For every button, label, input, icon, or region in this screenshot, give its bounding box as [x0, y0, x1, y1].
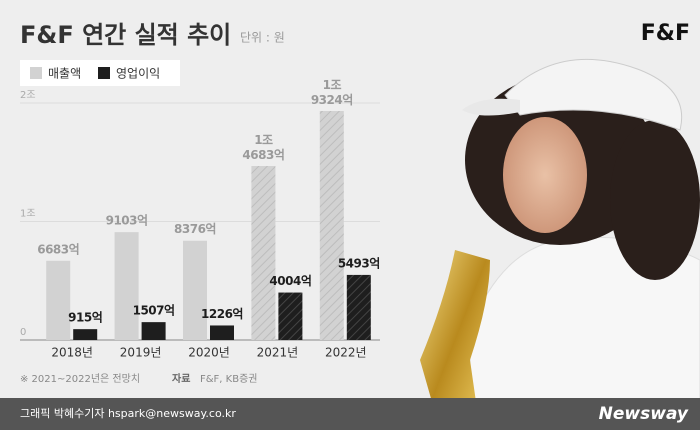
x-tick-label: 2020년	[188, 346, 230, 360]
subtitle: 단위 : 원	[240, 31, 285, 45]
bar	[251, 166, 276, 340]
value-label: 1조 4683억	[242, 133, 284, 162]
bar	[141, 322, 166, 340]
bar	[346, 274, 371, 340]
chart-title: F&F 연간 실적 추이	[20, 21, 231, 49]
value-label: 1226억	[201, 307, 243, 321]
logo: Newsway	[599, 404, 689, 424]
brand: F&F	[641, 21, 690, 46]
source-label: 자료	[172, 372, 190, 385]
legend-swatch	[30, 67, 42, 79]
source: F&F, KB증권	[200, 373, 257, 385]
value-label: 915억	[68, 311, 102, 325]
value-label: 1조 9324억	[311, 78, 353, 107]
bar	[73, 329, 98, 340]
x-tick-label: 2021년	[257, 346, 299, 360]
bar	[114, 232, 139, 340]
value-label: 4004억	[269, 274, 311, 288]
legend-label: 매출액	[48, 67, 81, 81]
legend-label: 영업이익	[116, 67, 160, 81]
value-label: 6683억	[37, 242, 79, 256]
bar	[46, 260, 71, 340]
y-tick-label: 0	[20, 327, 26, 338]
legend-swatch	[98, 67, 110, 79]
value-label: 9103억	[106, 214, 148, 228]
bar	[183, 240, 207, 340]
value-label: 8376억	[174, 222, 216, 236]
bar	[210, 325, 234, 340]
footer	[0, 398, 700, 430]
x-tick-label: 2018년	[51, 346, 93, 360]
value-label: 5493억	[338, 256, 380, 270]
y-tick-label: 2조	[20, 90, 36, 101]
y-tick-label: 1조	[20, 209, 36, 220]
x-tick-label: 2022년	[325, 346, 367, 360]
credit: 그래픽 박혜수기자 hspark@newsway.co.kr	[20, 407, 236, 420]
photo	[420, 58, 700, 430]
footnote: ※ 2021~2022년은 전망치	[20, 373, 140, 385]
bar	[278, 292, 303, 340]
value-label: 1507억	[133, 304, 175, 318]
x-tick-label: 2019년	[120, 346, 162, 360]
bar	[319, 111, 344, 341]
